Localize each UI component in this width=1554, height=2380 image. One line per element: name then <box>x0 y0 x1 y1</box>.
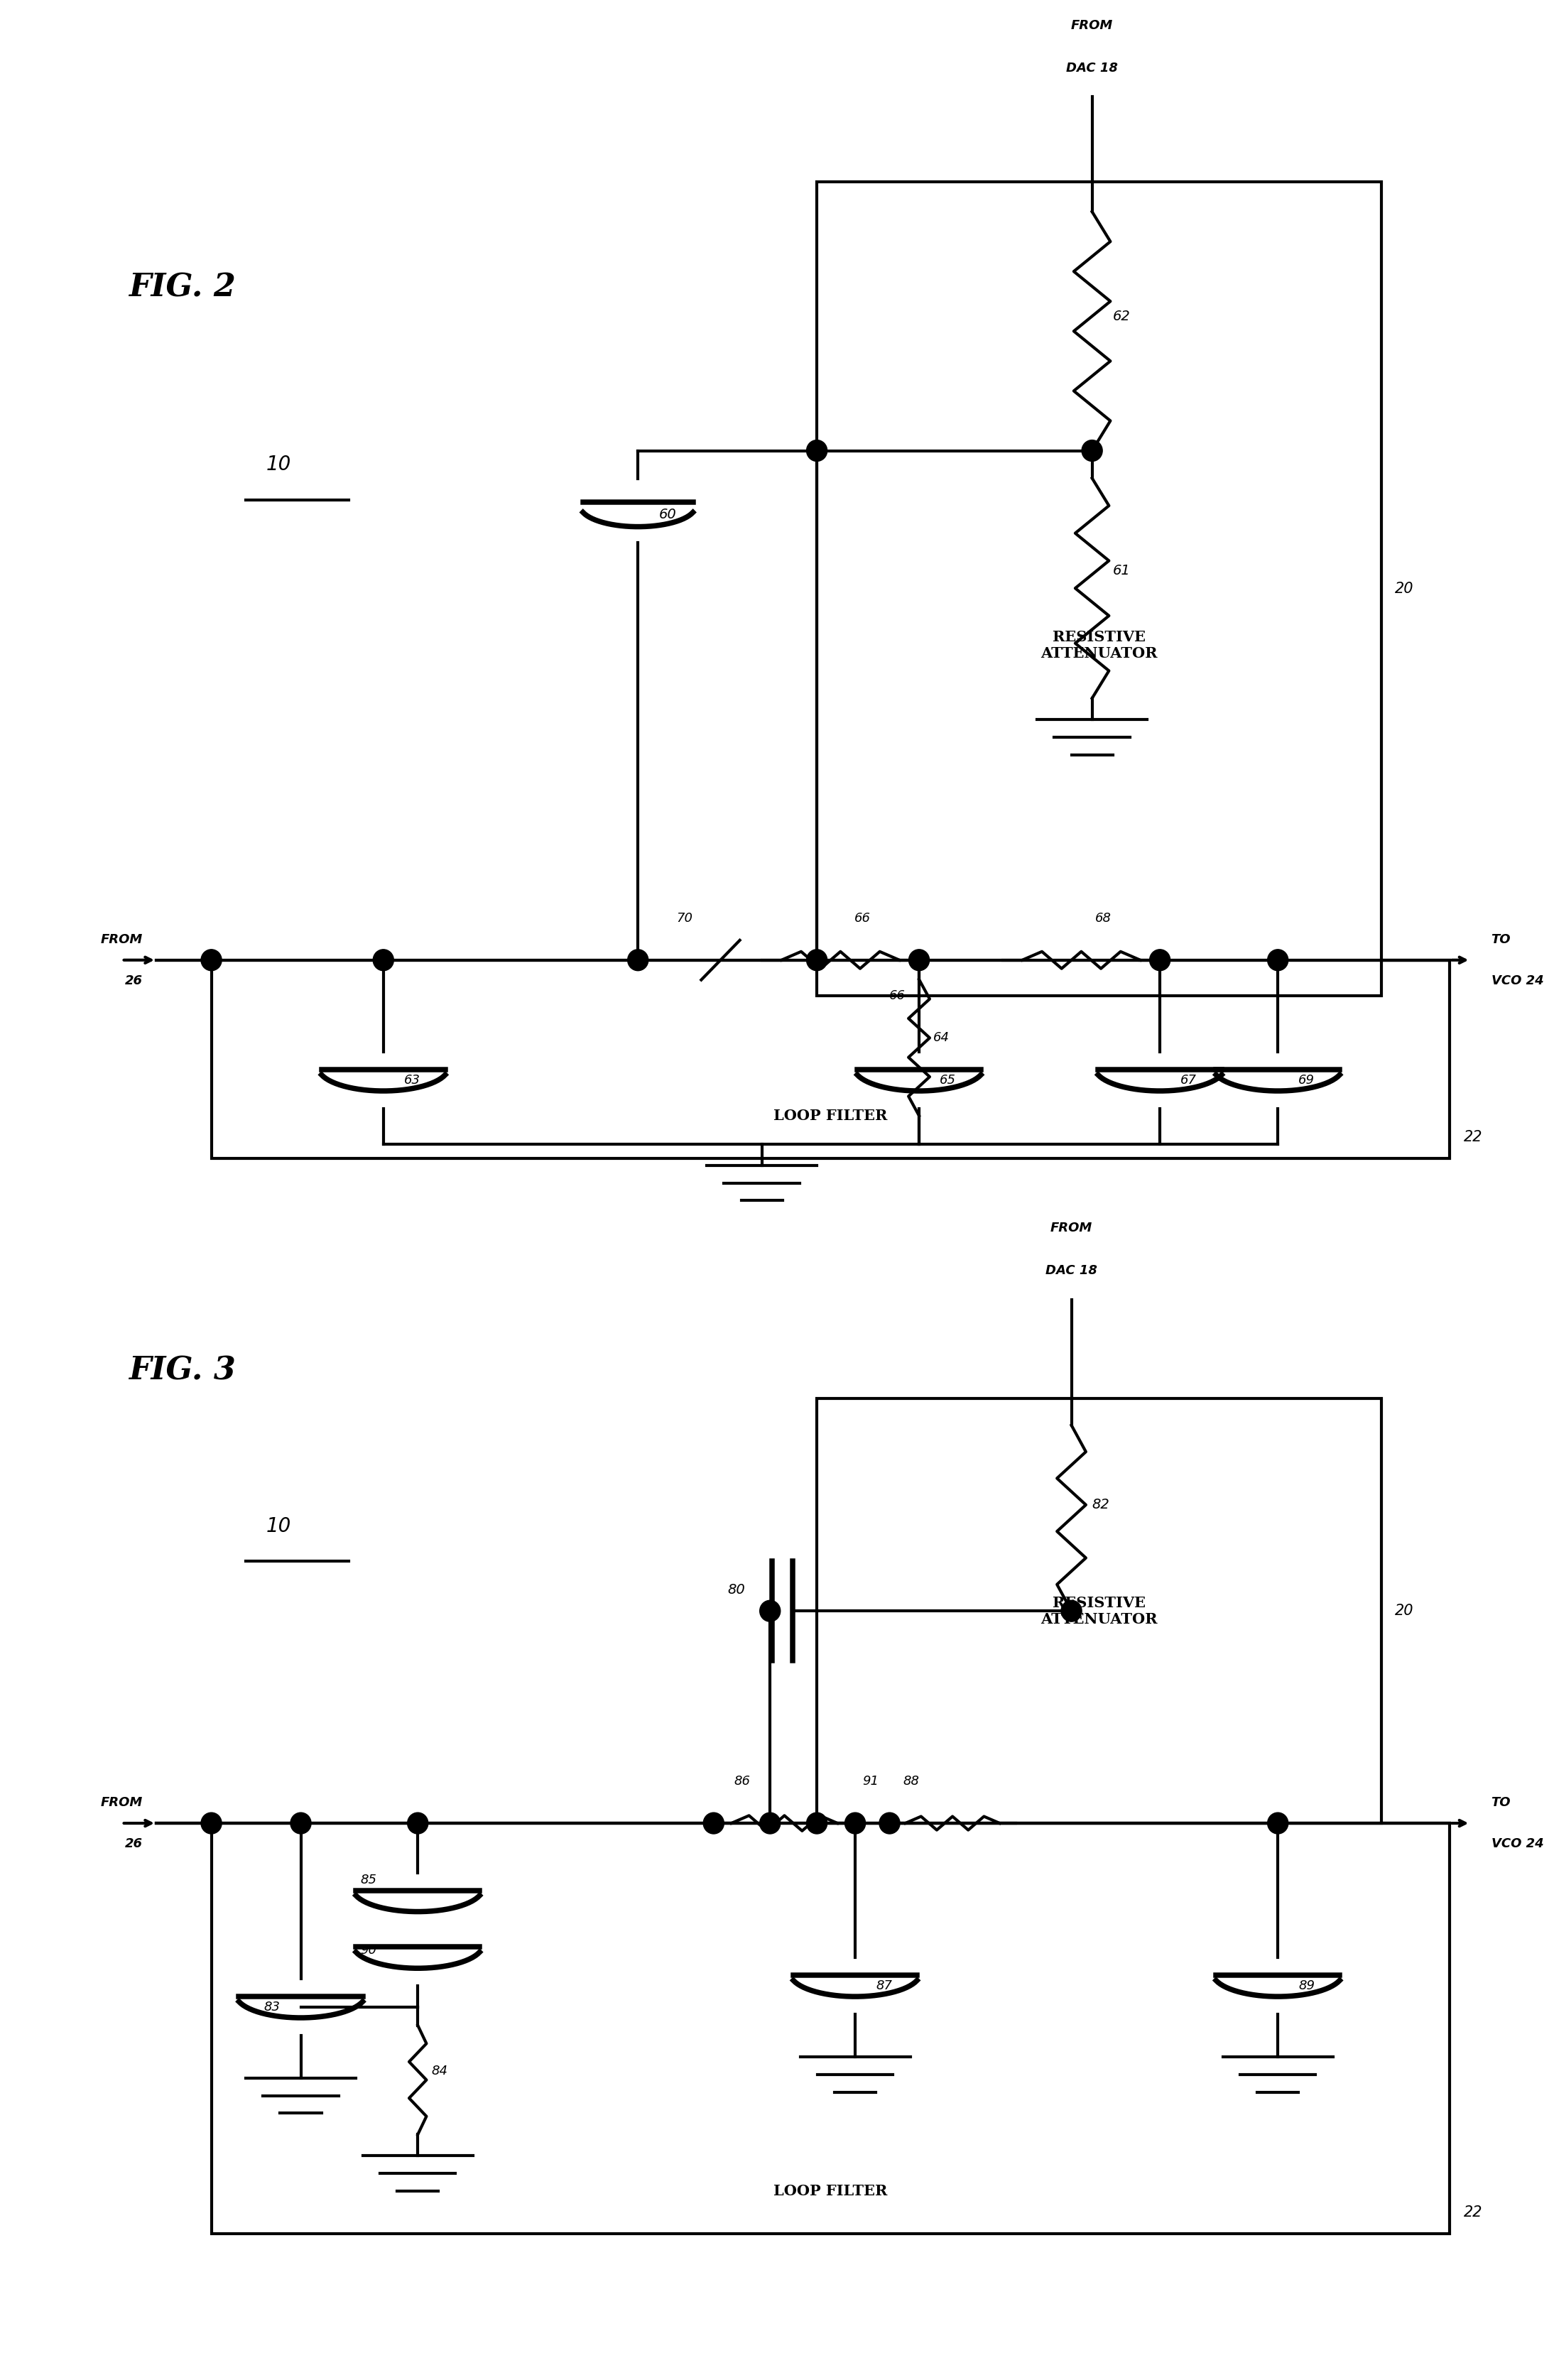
Text: 88: 88 <box>903 1775 920 1787</box>
Text: 69: 69 <box>1299 1073 1315 1088</box>
Text: TO: TO <box>1492 1797 1510 1809</box>
Circle shape <box>807 1814 827 1835</box>
Bar <box>817 181 1382 995</box>
Text: FIG. 2: FIG. 2 <box>129 274 236 302</box>
Circle shape <box>704 1814 724 1835</box>
Text: 89: 89 <box>1299 1980 1315 1992</box>
Circle shape <box>628 950 648 971</box>
Text: 20: 20 <box>1395 581 1414 595</box>
Bar <box>211 959 1450 1159</box>
Text: 68: 68 <box>1096 912 1111 926</box>
Text: 85: 85 <box>361 1873 376 1887</box>
Text: TO: TO <box>1492 933 1510 945</box>
Text: RESISTIVE
ATTENUATOR: RESISTIVE ATTENUATOR <box>1041 631 1158 662</box>
Circle shape <box>1061 1599 1082 1621</box>
Circle shape <box>1082 440 1102 462</box>
Circle shape <box>760 1814 780 1835</box>
Circle shape <box>760 1599 780 1621</box>
Text: 86: 86 <box>735 1775 751 1787</box>
Text: RESISTIVE
ATTENUATOR: RESISTIVE ATTENUATOR <box>1041 1595 1158 1626</box>
Text: 82: 82 <box>1092 1497 1110 1511</box>
Text: 26: 26 <box>124 1837 143 1849</box>
Circle shape <box>909 950 929 971</box>
Text: FROM: FROM <box>101 933 143 945</box>
Circle shape <box>373 950 393 971</box>
Text: 65: 65 <box>940 1073 956 1088</box>
Circle shape <box>407 1814 427 1835</box>
Circle shape <box>807 440 827 462</box>
Text: 10: 10 <box>266 1516 292 1535</box>
Text: 67: 67 <box>1181 1073 1197 1088</box>
Text: 91: 91 <box>862 1775 878 1787</box>
Text: 84: 84 <box>432 2063 448 2078</box>
Text: 22: 22 <box>1464 2206 1483 2221</box>
Text: 62: 62 <box>1113 309 1130 324</box>
Text: FROM: FROM <box>1051 1221 1092 1235</box>
Circle shape <box>807 950 827 971</box>
Text: FROM: FROM <box>101 1797 143 1809</box>
Text: DAC 18: DAC 18 <box>1046 1264 1097 1278</box>
Text: FIG. 3: FIG. 3 <box>129 1354 236 1385</box>
Text: 60: 60 <box>659 507 676 521</box>
Circle shape <box>1150 950 1170 971</box>
Text: LOOP FILTER: LOOP FILTER <box>774 2185 887 2199</box>
Text: 70: 70 <box>676 912 693 926</box>
Text: 87: 87 <box>876 1980 892 1992</box>
Text: FROM: FROM <box>1071 19 1113 31</box>
Text: 80: 80 <box>727 1583 744 1597</box>
Circle shape <box>880 1814 900 1835</box>
Text: DAC 18: DAC 18 <box>1066 62 1117 74</box>
Text: LOOP FILTER: LOOP FILTER <box>774 1109 887 1123</box>
Circle shape <box>1268 1814 1288 1835</box>
Text: 20: 20 <box>1395 1604 1414 1618</box>
Circle shape <box>200 1814 222 1835</box>
Bar <box>817 1399 1382 1823</box>
Text: 66: 66 <box>889 990 906 1002</box>
Text: 22: 22 <box>1464 1130 1483 1145</box>
Text: 63: 63 <box>404 1073 420 1088</box>
Circle shape <box>1268 950 1288 971</box>
Text: 90: 90 <box>361 1944 376 1956</box>
Text: 66: 66 <box>855 912 870 926</box>
Text: 10: 10 <box>266 455 292 474</box>
Circle shape <box>200 950 222 971</box>
Circle shape <box>845 1814 866 1835</box>
Text: 83: 83 <box>264 2002 280 2013</box>
Text: VCO 24: VCO 24 <box>1492 1837 1543 1849</box>
Bar <box>211 1823 1450 2232</box>
Text: VCO 24: VCO 24 <box>1492 973 1543 988</box>
Circle shape <box>291 1814 311 1835</box>
Text: 26: 26 <box>124 973 143 988</box>
Text: 64: 64 <box>932 1031 949 1045</box>
Text: 61: 61 <box>1113 564 1130 578</box>
